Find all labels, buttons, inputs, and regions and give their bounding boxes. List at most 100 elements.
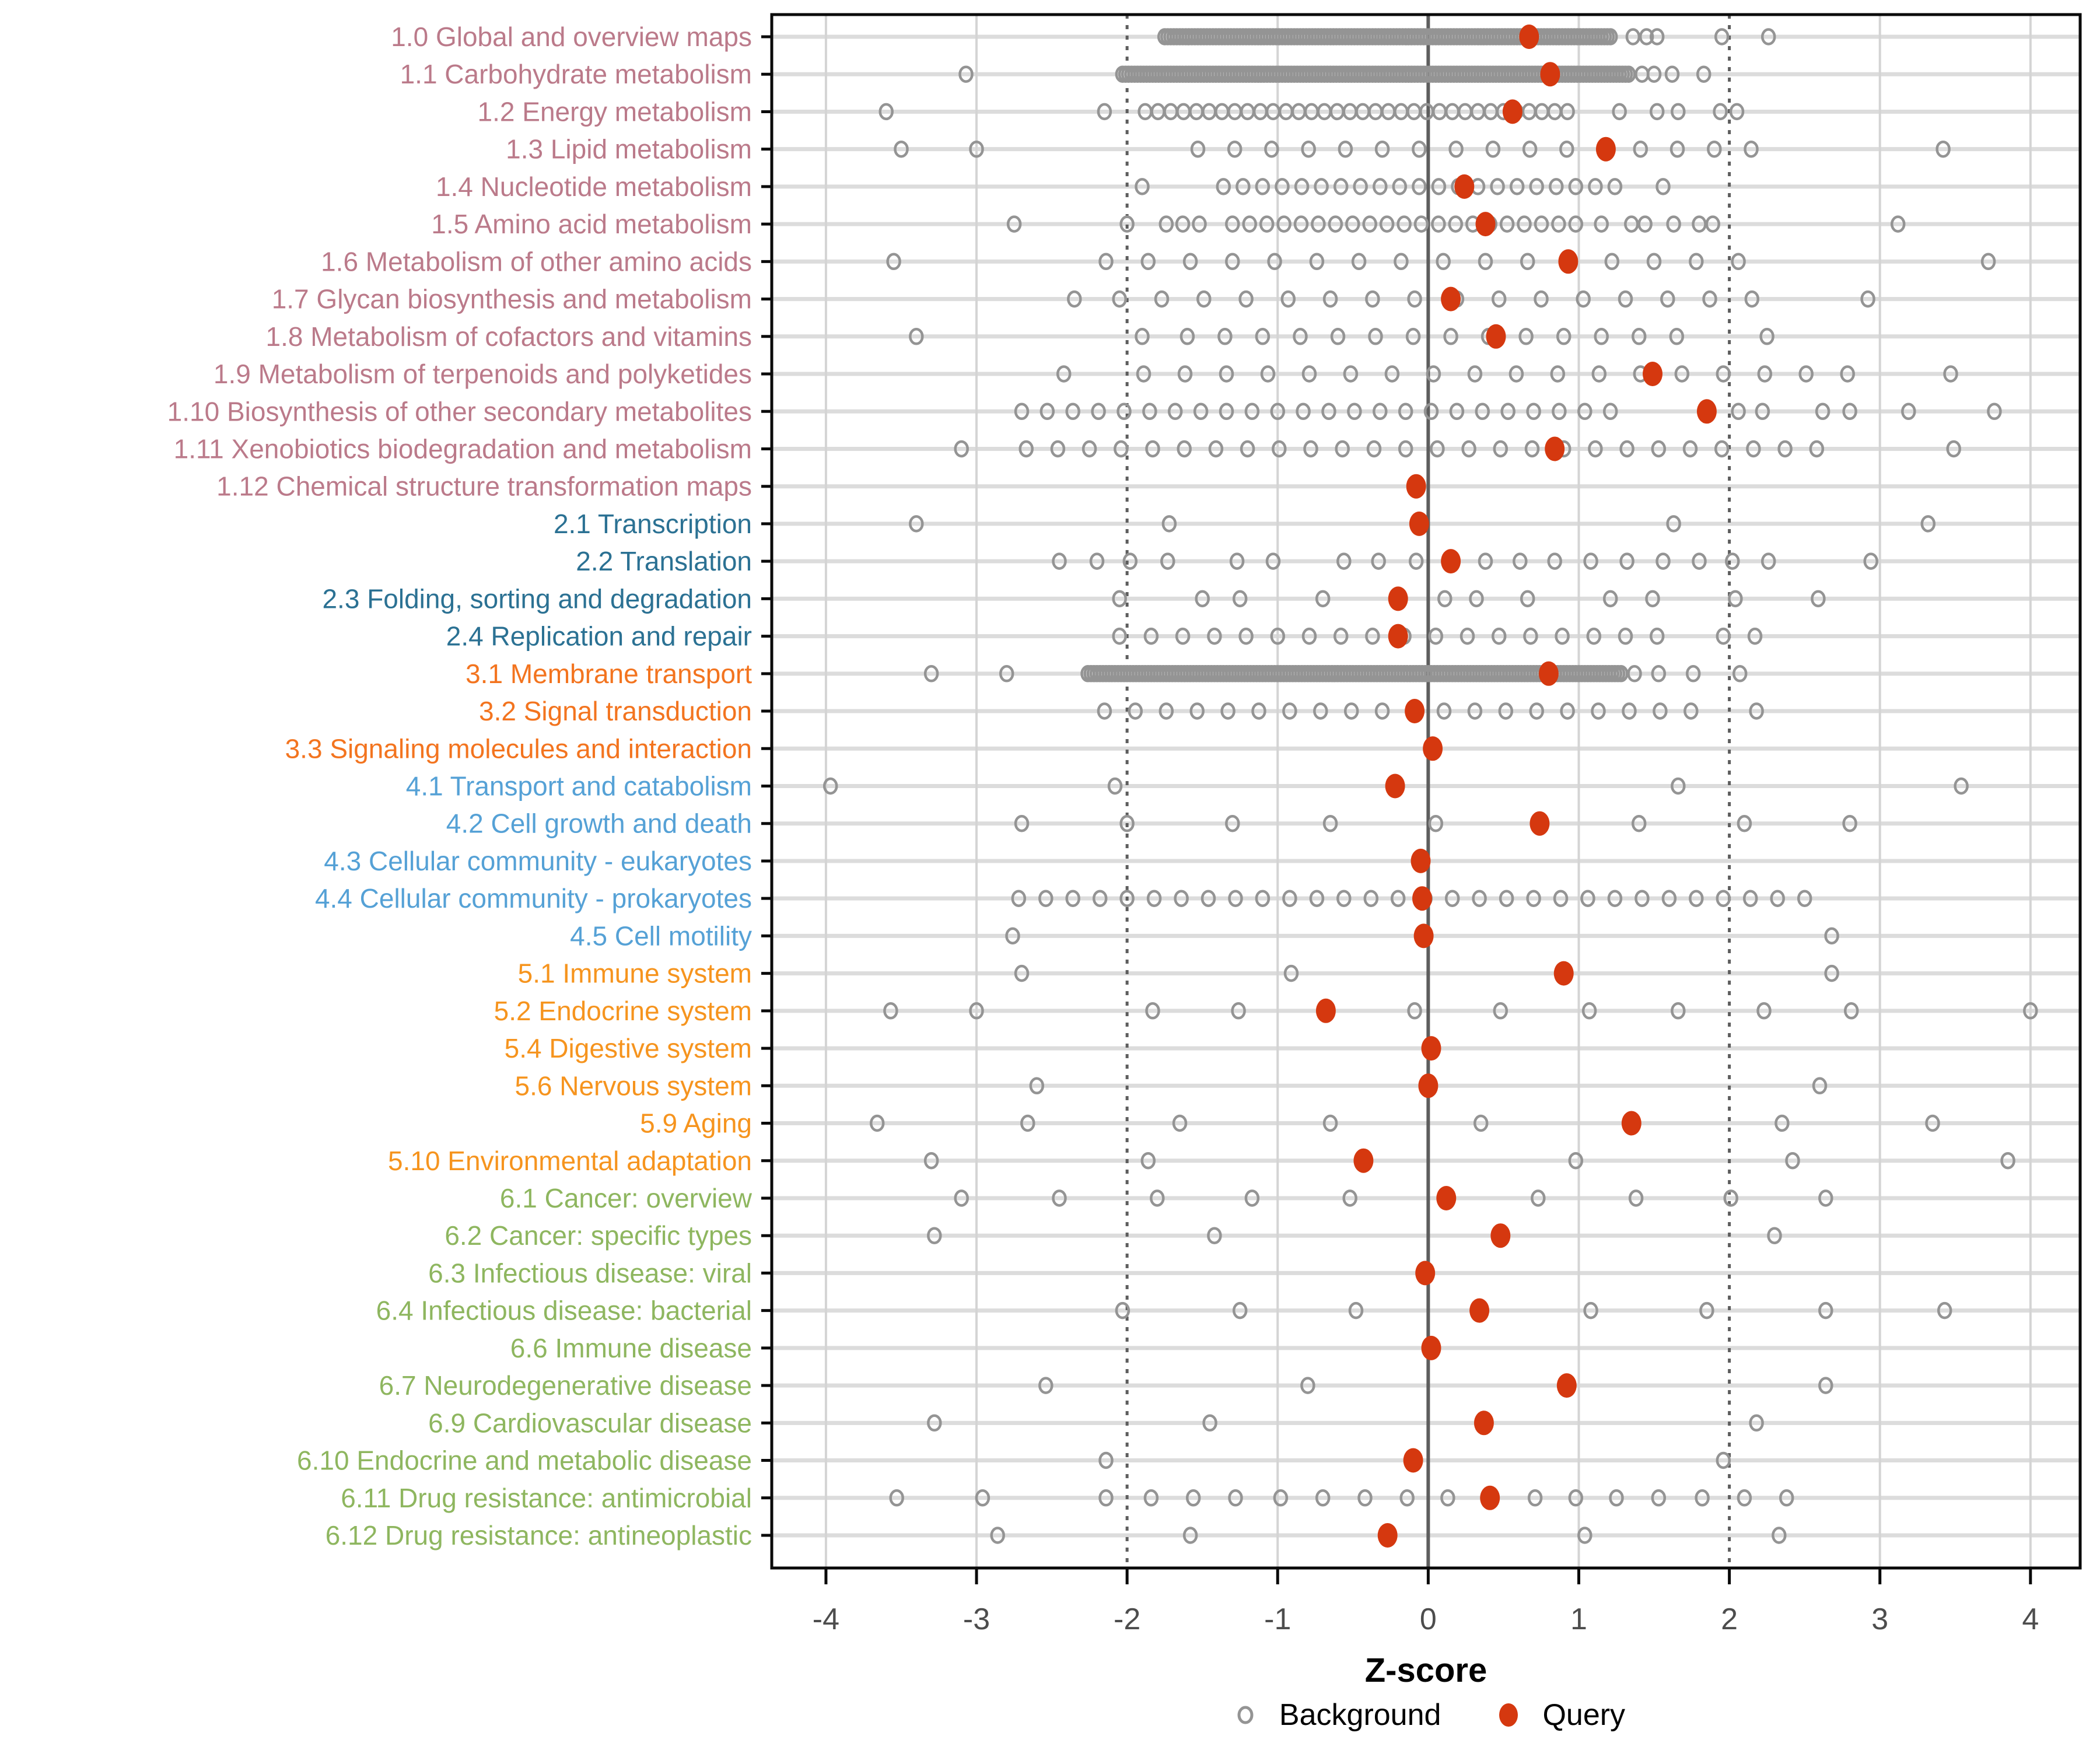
background-point: [1568, 178, 1584, 195]
background-point: [1716, 890, 1731, 907]
background-point: [1664, 65, 1680, 83]
background-point: [1407, 1002, 1422, 1020]
background-point: [969, 1002, 984, 1020]
background-point: [1373, 178, 1388, 195]
background-point: [1696, 65, 1712, 83]
background-point: [1716, 365, 1731, 383]
background-point: [1373, 402, 1388, 421]
background-point: [1843, 1002, 1859, 1020]
background-point: [1242, 215, 1257, 233]
background-point: [1014, 814, 1030, 832]
background-point: [1182, 1527, 1198, 1544]
background-point: [1980, 253, 1996, 271]
background-point: [1674, 365, 1690, 383]
query-point: [1409, 511, 1429, 536]
background-point: [1374, 140, 1390, 158]
background-point: [1428, 627, 1444, 645]
category-label: 2.4 Replication and repair: [446, 621, 752, 652]
background-point: [1195, 590, 1210, 608]
background-point: [954, 440, 969, 458]
background-point: [1160, 552, 1175, 570]
background-point: [1560, 103, 1575, 121]
background-point: [1651, 665, 1667, 682]
background-point: [1549, 178, 1564, 195]
background-point: [1303, 440, 1318, 458]
background-point: [1472, 890, 1487, 907]
background-point: [1513, 552, 1528, 570]
background-point: [1624, 215, 1639, 233]
background-point: [1527, 1489, 1543, 1507]
category-label: 4.5 Cell motility: [570, 921, 752, 951]
category-label: 5.4 Digestive system: [505, 1033, 752, 1063]
background-point: [1824, 927, 1839, 945]
query-point: [1553, 961, 1574, 986]
background-point: [1732, 665, 1748, 682]
background-point: [1315, 590, 1331, 608]
background-point: [1818, 1301, 1833, 1320]
background-point: [1707, 140, 1722, 158]
panel-border: [770, 13, 2082, 1570]
background-point: [1618, 290, 1633, 308]
background-point: [1270, 402, 1286, 421]
background-point: [1559, 140, 1574, 158]
background-point: [1244, 402, 1260, 421]
background-point: [869, 1114, 885, 1132]
background-point: [1052, 552, 1067, 570]
background-point: [975, 1489, 991, 1507]
background-point: [1301, 140, 1316, 158]
background-point: [1689, 253, 1704, 271]
background-point: [1158, 215, 1174, 233]
background-point: [1180, 328, 1195, 345]
x-tick-label: -3: [963, 1602, 990, 1636]
background-point: [1322, 814, 1338, 832]
background-point: [1207, 627, 1222, 645]
background-point: [1824, 964, 1839, 982]
background-point: [1202, 1414, 1217, 1432]
x-tick-label: -1: [1264, 1602, 1291, 1636]
background-point: [1777, 440, 1793, 458]
background-point: [1756, 1002, 1772, 1020]
background-point: [822, 777, 838, 795]
background-point: [1011, 890, 1027, 907]
background-point: [1412, 140, 1427, 158]
legend-item-query: Query: [1490, 1696, 1625, 1734]
category-label: 6.1 Cancer: overview: [500, 1183, 752, 1213]
background-point: [1529, 702, 1544, 720]
background-point: [1670, 140, 1685, 158]
background-point: [1428, 814, 1444, 832]
background-point: [1946, 440, 1961, 458]
background-point: [1065, 402, 1080, 421]
background-point: [1508, 365, 1524, 383]
background-point: [1588, 178, 1603, 195]
background-point: [1811, 590, 1826, 608]
background-point: [1006, 215, 1022, 233]
background-point: [1196, 290, 1212, 308]
background-point: [1348, 1301, 1364, 1320]
background-point: [1089, 552, 1105, 570]
background-point: [1135, 328, 1150, 345]
background-point: [1552, 402, 1567, 421]
background-point: [1140, 1152, 1156, 1170]
background-point: [1208, 440, 1224, 458]
background-point: [1954, 777, 1969, 795]
background-point: [1436, 702, 1452, 720]
background-point: [1020, 1114, 1035, 1132]
background-point: [1656, 178, 1671, 195]
background-point: [1309, 253, 1325, 271]
background-point: [1760, 552, 1776, 570]
x-axis-title: Z-score: [1364, 1651, 1488, 1689]
background-point: [1112, 590, 1127, 608]
background-point: [1526, 890, 1541, 907]
background-point: [1499, 215, 1515, 233]
x-tick-label: 4: [2022, 1602, 2039, 1636]
background-point: [1293, 328, 1308, 345]
background-point: [1890, 215, 1906, 233]
category-label: 1.5 Amino acid metabolism: [431, 209, 752, 239]
background-point: [1038, 1377, 1054, 1394]
background-point: [1509, 178, 1525, 195]
background-point: [1797, 890, 1812, 907]
background-point: [1612, 103, 1627, 121]
background-point: [883, 1002, 898, 1020]
background-point: [1798, 365, 1814, 383]
background-point: [1098, 1451, 1114, 1469]
